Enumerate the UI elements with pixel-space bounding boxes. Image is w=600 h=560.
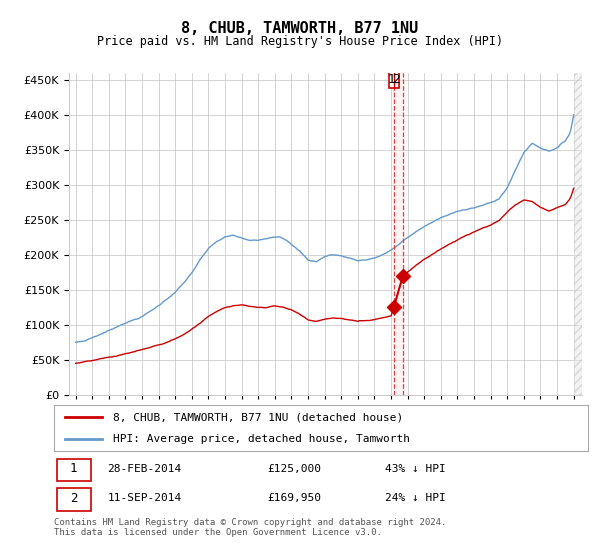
Text: 1: 1 (70, 462, 77, 475)
FancyBboxPatch shape (389, 69, 398, 88)
Text: HPI: Average price, detached house, Tamworth: HPI: Average price, detached house, Tamw… (113, 434, 410, 444)
Text: 8, CHUB, TAMWORTH, B77 1NU: 8, CHUB, TAMWORTH, B77 1NU (181, 21, 419, 36)
Text: 43% ↓ HPI: 43% ↓ HPI (385, 464, 446, 474)
Text: £125,000: £125,000 (268, 464, 322, 474)
Text: 1: 1 (388, 73, 395, 86)
Text: 2: 2 (392, 73, 400, 86)
FancyBboxPatch shape (56, 459, 91, 482)
Text: 28-FEB-2014: 28-FEB-2014 (107, 464, 182, 474)
Text: Price paid vs. HM Land Registry's House Price Index (HPI): Price paid vs. HM Land Registry's House … (97, 35, 503, 48)
Text: 24% ↓ HPI: 24% ↓ HPI (385, 493, 446, 503)
Text: £169,950: £169,950 (268, 493, 322, 503)
Text: Contains HM Land Registry data © Crown copyright and database right 2024.
This d: Contains HM Land Registry data © Crown c… (54, 518, 446, 538)
Bar (393, 73, 404, 395)
Text: 11-SEP-2014: 11-SEP-2014 (107, 493, 182, 503)
FancyBboxPatch shape (56, 488, 91, 511)
Text: 8, CHUB, TAMWORTH, B77 1NU (detached house): 8, CHUB, TAMWORTH, B77 1NU (detached hou… (113, 412, 403, 422)
Text: 2: 2 (70, 492, 77, 505)
